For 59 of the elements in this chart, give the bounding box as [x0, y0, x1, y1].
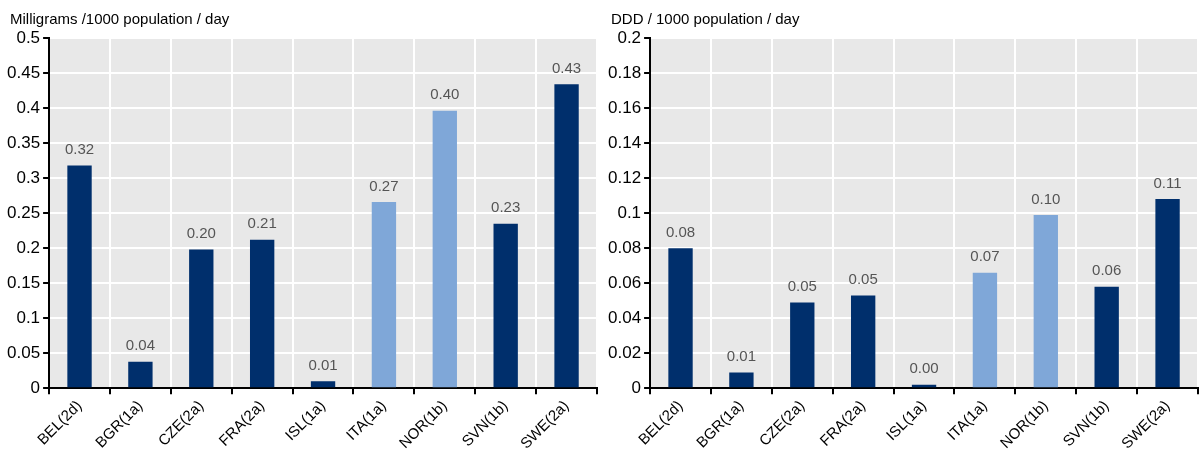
data-label: 0.06 [1092, 261, 1122, 279]
bar [1094, 286, 1119, 388]
y-tick-label: 0.5 [16, 27, 41, 47]
bar [1155, 199, 1180, 388]
y-tick-label: 0.2 [617, 27, 642, 47]
bar [554, 84, 579, 388]
y-tick-label: 0.06 [607, 272, 642, 292]
y-axis-title: Milligrams /1000 population / day [10, 10, 230, 27]
y-tick-label: 0.1 [16, 307, 41, 327]
data-label: 0.43 [551, 58, 582, 76]
data-label: 0.00 [909, 359, 939, 377]
bar [972, 272, 998, 388]
y-tick-label: 0.15 [6, 272, 41, 292]
data-label: 0.21 [247, 214, 277, 232]
data-label: 0.08 [665, 222, 696, 240]
y-tick-label: 0.02 [607, 342, 642, 362]
bar [249, 239, 275, 388]
data-label: 0.05 [848, 270, 878, 288]
bar [310, 381, 336, 388]
bar [790, 302, 815, 388]
y-tick-label: 0.4 [16, 97, 41, 117]
bar [729, 372, 754, 388]
y-tick-label: 0 [631, 377, 642, 397]
data-label: 0.01 [308, 355, 338, 373]
y-tick-label: 0.14 [607, 132, 642, 152]
data-label: 0.10 [1031, 189, 1061, 207]
y-tick-label: 0.1 [617, 202, 642, 222]
y-tick-label: 0.2 [16, 237, 41, 257]
y-tick-label: 0.04 [607, 307, 642, 327]
y-tick-label: 0.16 [607, 97, 642, 117]
bar [189, 249, 214, 388]
bar [1033, 214, 1058, 388]
data-label: 0.27 [369, 176, 399, 194]
y-tick-label: 0.45 [6, 62, 41, 82]
bar [850, 295, 876, 388]
bar [432, 110, 457, 388]
data-label: 0.20 [186, 224, 216, 242]
bar [128, 361, 153, 388]
y-tick-label: 0.05 [6, 342, 41, 362]
y-tick-label: 0 [30, 377, 41, 397]
data-label: 0.01 [726, 347, 757, 365]
y-tick-label: 0.35 [6, 132, 41, 152]
bar [67, 165, 92, 388]
y-axis-title: DDD / 1000 population / day [611, 10, 800, 27]
data-label: 0.11 [1153, 173, 1182, 191]
data-label: 0.23 [491, 198, 521, 216]
data-label: 0.05 [787, 277, 817, 295]
bar [371, 201, 397, 388]
y-tick-label: 0.12 [607, 167, 642, 187]
y-tick-label: 0.18 [607, 62, 642, 82]
bar [493, 223, 518, 388]
data-label: 0.07 [970, 247, 1000, 265]
data-label: 0.04 [125, 336, 156, 354]
y-tick-label: 0.25 [6, 202, 41, 222]
data-label: 0.32 [64, 140, 95, 158]
y-tick-label: 0.3 [16, 167, 41, 187]
bar [668, 248, 693, 388]
data-label: 0.40 [430, 85, 460, 103]
y-tick-label: 0.08 [607, 237, 642, 257]
